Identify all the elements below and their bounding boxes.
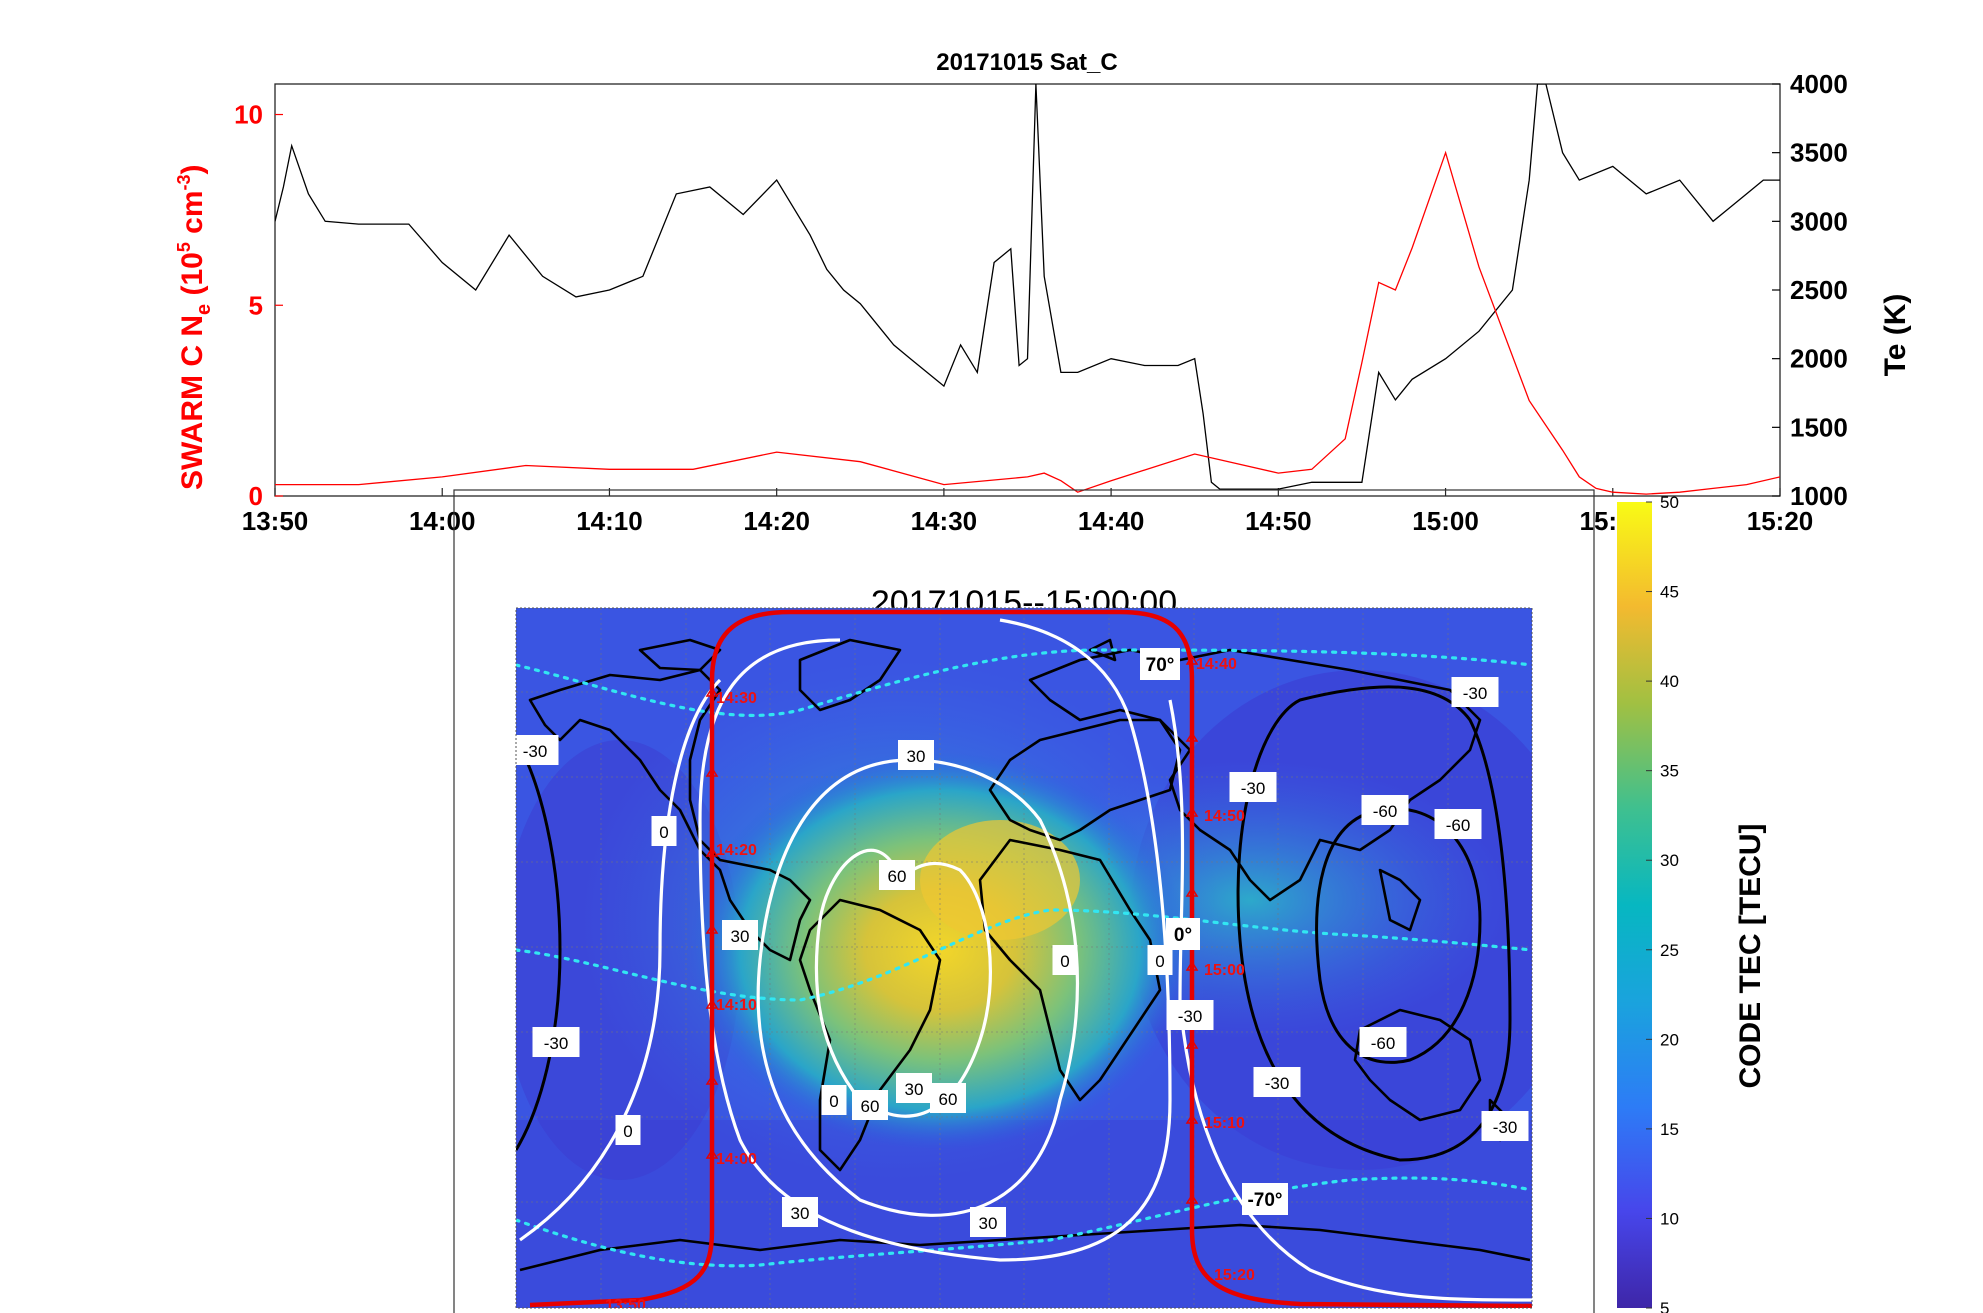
black-contours bbox=[516, 685, 1512, 1162]
contour-label: -60 bbox=[1446, 816, 1471, 835]
colorbar-tick-label: 25 bbox=[1660, 941, 1679, 960]
map-panel-frame bbox=[453, 489, 1595, 1313]
x-axis-ticks: 13:50 14:00 14:10 14:20 14:30 14:40 14:50 15:00… bbox=[242, 488, 1814, 536]
contour-label: 60 bbox=[939, 1090, 958, 1109]
orbit-time-label: 15:00 bbox=[1204, 962, 1245, 979]
x-tick-label: 14:20 bbox=[743, 506, 810, 536]
colorbar-tick-label: 15 bbox=[1660, 1120, 1679, 1139]
colorbar-tick-label: 10 bbox=[1660, 1209, 1679, 1228]
contour-label: 0 bbox=[1155, 952, 1164, 971]
colorbar-tick-label: 35 bbox=[1660, 762, 1679, 781]
colorbar-tick-label: 45 bbox=[1660, 583, 1679, 602]
colorbar-ticks: 50 45 40 35 30 25 20 15 10 5 bbox=[1646, 493, 1679, 1313]
orbit-time-labels: 14:30 14:20 14:10 14:00 13:50 14:40 14:5… bbox=[605, 656, 1255, 1313]
colorbar-tick-label: 40 bbox=[1660, 672, 1679, 691]
x-tick-label: 14:40 bbox=[1078, 506, 1145, 536]
colorbar: 50 45 40 35 30 25 20 15 10 5 CODE TEC [TECU] bbox=[1617, 493, 1767, 1313]
orbit-time-label: 14:40 bbox=[1196, 656, 1237, 673]
x-tick-label: 14:50 bbox=[1245, 506, 1312, 536]
latitude-label: 0° bbox=[1174, 925, 1192, 946]
orbit-time-label: 15:10 bbox=[1204, 1115, 1245, 1132]
right-y-tick-label: 1500 bbox=[1790, 412, 1848, 442]
left-y-axis-ticks: 0 5 10 bbox=[234, 100, 283, 511]
x-tick-label: 14:10 bbox=[576, 506, 643, 536]
orbit-time-label: 14:50 bbox=[1204, 808, 1245, 825]
contour-label: -30 bbox=[1178, 1007, 1203, 1026]
contour-label: 30 bbox=[907, 747, 926, 766]
colorbar-label: CODE TEC [TECU] bbox=[1734, 824, 1767, 1089]
contour-label: -60 bbox=[1371, 1034, 1396, 1053]
colorbar-tick-label: 20 bbox=[1660, 1030, 1679, 1049]
orbit-time-label: 14:00 bbox=[716, 1151, 757, 1168]
right-y-axis-ticks: 1000 1500 2000 2500 3000 3500 4000 bbox=[1772, 69, 1848, 511]
left-y-tick-label: 10 bbox=[234, 100, 263, 130]
white-contours bbox=[519, 618, 1532, 1302]
contour-label: -30 bbox=[1463, 684, 1488, 703]
left-y-tick-label: 0 bbox=[249, 481, 263, 511]
right-y-tick-label: 4000 bbox=[1790, 69, 1848, 99]
top-chart: 20171015 Sat_C 13:50 14:00 14:10 14:20 14:30… bbox=[174, 49, 1912, 536]
right-y-tick-label: 2000 bbox=[1790, 344, 1848, 374]
latitude-label: -70° bbox=[1247, 1190, 1282, 1211]
x-tick-label: 13:50 bbox=[242, 506, 309, 536]
contour-label: -30 bbox=[1265, 1074, 1290, 1093]
contour-label: 0 bbox=[659, 823, 668, 842]
map-frame bbox=[515, 607, 1533, 1309]
colorbar-tick-label: 50 bbox=[1660, 493, 1679, 512]
orbit-time-label: 14:30 bbox=[716, 690, 757, 707]
contour-label: 30 bbox=[791, 1204, 810, 1223]
contour-label: 0 bbox=[829, 1092, 838, 1111]
x-tick-label: 14:00 bbox=[409, 506, 476, 536]
left-y-axis-label: SWARM C Ne (105 cm-3) bbox=[174, 164, 215, 490]
orbit-time-label: 14:20 bbox=[716, 842, 757, 859]
contour-label: -60 bbox=[1373, 802, 1398, 821]
latitude-labels: 70° 0° -70° bbox=[1140, 648, 1288, 1215]
contour-label: 60 bbox=[861, 1097, 880, 1116]
orbit-time-label: 13:50 bbox=[605, 1297, 646, 1313]
contour-labels: 0 30 60 60 60 30 30 30 0 -30 -30 -30 -30 -60 -60 -60 -30… bbox=[511, 677, 1529, 1237]
magnetic-latitude-lines bbox=[516, 648, 1532, 1268]
ne-series-line bbox=[275, 150, 1780, 495]
tec-map-panel: 20171015--15:00:00 bbox=[453, 489, 1767, 1313]
right-y-axis-label: Te (K) bbox=[1879, 294, 1912, 377]
contour-label: 30 bbox=[979, 1214, 998, 1233]
right-y-tick-label: 2500 bbox=[1790, 275, 1848, 305]
orbit-time-label: 15:20 bbox=[1214, 1267, 1255, 1284]
right-y-tick-label: 1000 bbox=[1790, 481, 1848, 511]
top-chart-title: 20171015 Sat_C bbox=[936, 49, 1117, 76]
contour-label: 0 bbox=[1060, 952, 1069, 971]
orbit-track bbox=[529, 609, 1532, 1308]
x-tick-label: 14:30 bbox=[911, 506, 978, 536]
colorbar-tick-label: 30 bbox=[1660, 851, 1679, 870]
contour-label: 30 bbox=[905, 1080, 924, 1099]
orbit-time-label: 14:10 bbox=[716, 997, 757, 1014]
contour-label: 60 bbox=[888, 867, 907, 886]
contour-label: -30 bbox=[1241, 779, 1266, 798]
contour-label: -30 bbox=[1493, 1118, 1518, 1137]
contour-label: -30 bbox=[544, 1034, 569, 1053]
te-series-line bbox=[275, 84, 1780, 490]
colorbar-tick-label: 5 bbox=[1660, 1299, 1669, 1313]
contour-label: 30 bbox=[731, 927, 750, 946]
left-y-tick-label: 5 bbox=[249, 290, 263, 320]
colorbar-gradient bbox=[1617, 502, 1652, 1308]
orbit-markers bbox=[705, 654, 1199, 1204]
top-plot-frame bbox=[274, 83, 1781, 497]
x-tick-label: 15:20 bbox=[1747, 506, 1814, 536]
contour-label: -30 bbox=[523, 742, 548, 761]
x-tick-label: 15:00 bbox=[1412, 506, 1479, 536]
right-y-tick-label: 3000 bbox=[1790, 206, 1848, 236]
tec-map: 14:30 14:20 14:10 14:00 13:50 14:40 14:5… bbox=[516, 608, 1532, 1313]
latitude-label: 70° bbox=[1146, 655, 1175, 676]
contour-label: 0 bbox=[623, 1122, 632, 1141]
right-y-tick-label: 3500 bbox=[1790, 138, 1848, 168]
